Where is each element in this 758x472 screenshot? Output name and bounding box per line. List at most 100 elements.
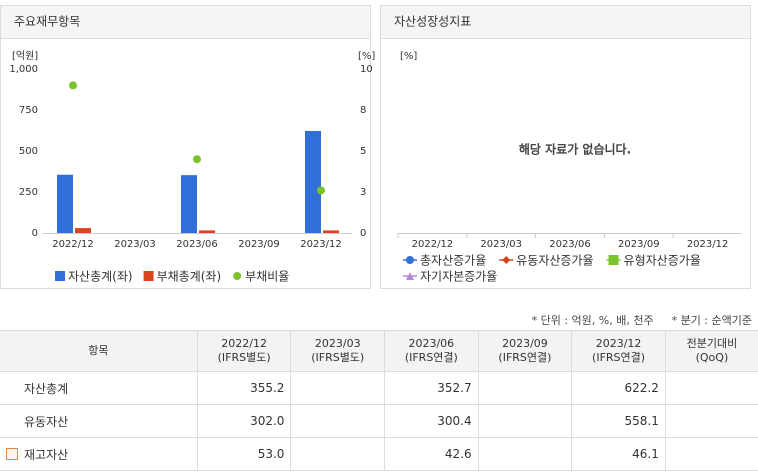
legend-label: 자산총계(좌) (68, 270, 133, 284)
header-cell: 2023/03 (IFRS별도) (290, 330, 386, 372)
panel-header (380, 5, 751, 39)
cell-text: 558.1 (624, 414, 659, 428)
legend-marker (406, 256, 414, 264)
legend-label: 부채비율 (245, 270, 289, 284)
row: 유동자산 302.0 300.4 558.1 (0, 404, 758, 438)
note: * 분기 : 순액기준 (671, 314, 752, 327)
bar (199, 230, 215, 233)
header-cell: 전분기대비 (QoQ) (664, 330, 758, 372)
y2-axis-label: [%] (358, 51, 375, 62)
y2-tick-label: 8 (360, 105, 366, 116)
header-text: 전분기대비 (686, 337, 738, 350)
notes: * 단위 : 억원, %, 배, 천주 * 분기 : 순액기준 (514, 312, 752, 328)
x-tick-label: 2023/12 (687, 239, 729, 250)
legend-label: 유형자산증가율 (624, 254, 701, 268)
cell: 300.4 (384, 404, 479, 438)
cell-text: 355.2 (250, 381, 285, 395)
y-axis-label: [%] (400, 51, 417, 62)
y-tick-label: 0 (32, 228, 38, 239)
y-axis-label: [억원] (12, 50, 38, 62)
cell (477, 437, 573, 471)
header-text: 2023/09 (502, 337, 548, 350)
legend-marker (502, 256, 511, 264)
y2-tick-label: 10 (360, 64, 373, 75)
expand-icon[interactable] (6, 447, 18, 460)
cell-text: 42.6 (444, 447, 472, 461)
cell: 558.1 (571, 404, 666, 438)
bar (305, 130, 321, 233)
legend-label: 총자산증가율 (420, 254, 486, 268)
data-table: 항목 2022/12 (IFRS별도) 2023/03 (IFRS별도) 2023/06(… (0, 330, 758, 471)
cell-text: 352.7 (437, 381, 472, 395)
cell (664, 404, 758, 438)
x-tick-label: 2022/12 (52, 239, 94, 250)
cell (290, 404, 386, 438)
point (317, 186, 325, 195)
header-text: 2023/12 (595, 337, 642, 350)
header-text: (IFRS연결) (592, 351, 646, 364)
no-data-message: 해당 자료가 없습니다. (519, 142, 631, 157)
legend-label: 유동자산증가율 (516, 254, 593, 268)
x-tick-label: 2022/12 (412, 239, 454, 250)
header-text: (IFRS별도) (217, 351, 271, 364)
cell: 355.2 (196, 371, 292, 405)
panel-header (0, 5, 371, 39)
legend-label: 부채총계(좌) (157, 270, 222, 284)
cell (290, 437, 386, 471)
cell: 352.7 (384, 371, 479, 405)
header-text: (IFRS별도) (311, 351, 365, 364)
y-tick-label: 1,000 (9, 64, 38, 75)
point (69, 81, 77, 90)
cell: 유동자산 (0, 404, 198, 438)
header-text: (IFRS연결) (404, 351, 458, 364)
cell: 46.1 (571, 437, 666, 471)
header-row: 항목 2022/12 (IFRS별도) 2023/03 (IFRS별도) 2023/06(… (0, 330, 758, 372)
y-tick-label: 250 (19, 187, 38, 198)
x-tick-label: 2023/03 (114, 239, 156, 250)
cell: 53.0 (196, 437, 292, 471)
header-cell: 항목 (0, 330, 198, 372)
cell-text: 46.1 (632, 447, 659, 461)
cell: 42.6 (384, 437, 479, 471)
x-tick-label: 2023/12 (300, 239, 342, 250)
cell: 622.2 (571, 371, 666, 405)
legend-marker (406, 272, 414, 280)
cell: 자산총계 (0, 371, 198, 405)
cell (664, 437, 758, 471)
cell-text: 재고자산 (24, 447, 69, 462)
header-text: (IFRS연결) (498, 351, 552, 364)
header-text: (QoQ) (695, 351, 729, 364)
header-cell: 2022/12 (IFRS별도) (196, 330, 292, 372)
header-cell: 2023/12 (IFRS연결) (571, 330, 666, 372)
bar (75, 228, 91, 233)
y-tick-label: 750 (19, 105, 38, 116)
y2-tick-label: 3 (360, 187, 366, 198)
cell-text: 302.0 (250, 414, 285, 428)
header-cell: 2023/06 (IFRS연결) (384, 330, 479, 372)
x-tick-label: 2023/06 (549, 239, 591, 250)
panel-title: 자산성장성지표 (394, 15, 471, 29)
row: 재고자산 53.0 42.6 46.1 (0, 437, 758, 471)
legend-marker (233, 272, 242, 280)
x-tick-label: 2023/06 (176, 239, 218, 250)
cell-text: 622.2 (624, 381, 659, 395)
header-text: 2023/03 (314, 337, 361, 350)
legend-marker (143, 271, 154, 281)
y2-tick-label: 0 (360, 228, 366, 239)
header-text: 2022/12 (221, 337, 267, 350)
row: 자산총계 355.2 352.7 622.2 (0, 371, 758, 405)
cell (477, 404, 573, 438)
header-text: 2023/06 (408, 337, 455, 350)
legend-marker (608, 255, 619, 265)
cell (477, 371, 573, 405)
panel-title: 주요재무항목 (14, 15, 80, 29)
y-tick-label: 500 (19, 146, 38, 157)
cell (664, 371, 758, 405)
point (193, 155, 201, 164)
cell: 302.0 (196, 404, 292, 438)
cell-text: 유동자산 (24, 414, 69, 429)
charts: 주요재무항목 [억원] [%] 0 250 500 750 1,000 0 3 5 8 10 2022/1… (0, 5, 751, 289)
y2-tick-label: 5 (360, 146, 366, 157)
